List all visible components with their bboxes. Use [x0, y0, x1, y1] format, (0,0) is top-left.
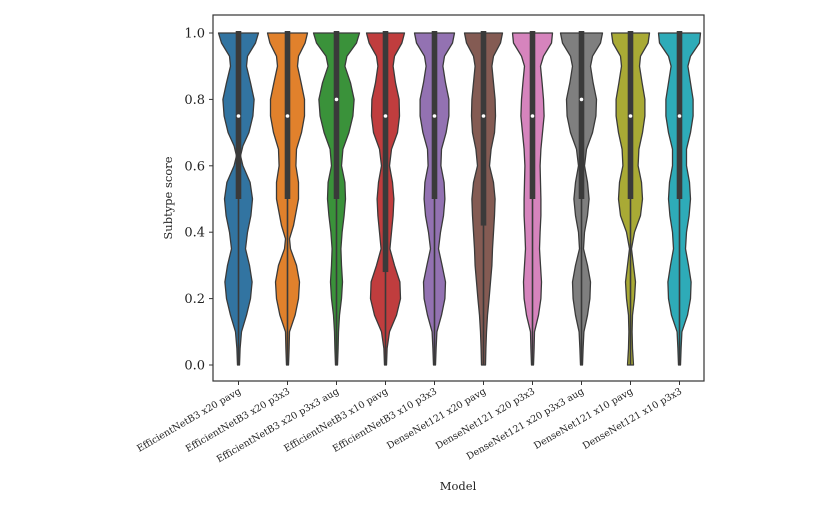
x-axis-label: Model — [440, 479, 477, 493]
violin-median — [579, 97, 584, 102]
y-tick-label: 0.6 — [184, 159, 205, 174]
violin-median — [334, 97, 339, 102]
y-axis: 0.0 0.2 0.4 0.6 0.8 1.0 — [184, 27, 213, 374]
y-axis-label: Subtype score — [161, 156, 175, 239]
y-tick-label: 0.8 — [184, 93, 205, 108]
violin-5 — [413, 31, 456, 366]
violin-median — [677, 114, 682, 118]
y-tick-label: 0.0 — [184, 359, 205, 374]
violin-box — [480, 31, 487, 226]
violin-9 — [610, 31, 651, 366]
violin-1 — [217, 31, 260, 366]
y-tick-label: 1.0 — [184, 27, 205, 42]
violin-box — [382, 31, 389, 273]
violin-median — [530, 114, 535, 118]
violin-median — [285, 114, 290, 118]
violin-7 — [511, 31, 554, 366]
violin-6 — [463, 31, 504, 366]
violin-median — [432, 114, 437, 118]
violin-8 — [559, 31, 604, 366]
violin-median — [628, 114, 633, 118]
violin-box — [333, 31, 340, 199]
violin-10 — [657, 31, 702, 366]
y-tick-label: 0.4 — [184, 226, 205, 241]
violin-3 — [312, 31, 361, 366]
violin-median — [383, 114, 388, 118]
violins-group — [217, 31, 702, 366]
violin-box — [578, 31, 585, 199]
violin-2 — [266, 31, 309, 366]
y-tick-label: 0.2 — [184, 292, 205, 307]
plot-frame — [212, 14, 705, 382]
violin-4 — [365, 31, 406, 366]
violin-median — [236, 114, 241, 118]
violin-median — [481, 114, 486, 118]
